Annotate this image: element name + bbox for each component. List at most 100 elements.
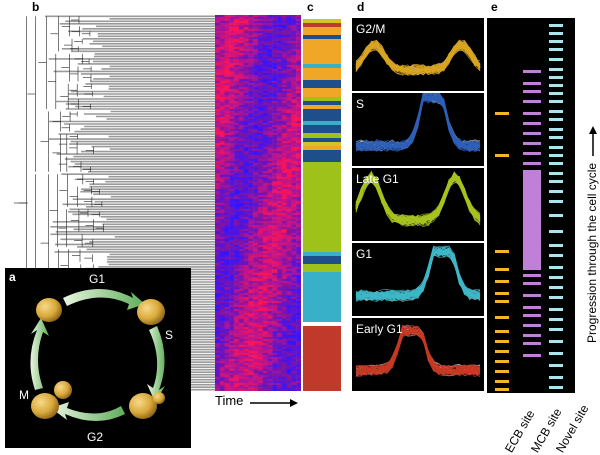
site-mark — [523, 334, 541, 337]
site-mark — [495, 292, 509, 295]
site-mark — [523, 294, 541, 297]
site-mark — [549, 172, 563, 175]
cell-top-right — [137, 299, 165, 325]
cluster-block — [303, 125, 341, 134]
cell-bottom-left — [31, 393, 59, 419]
cluster-block — [303, 27, 341, 36]
time-axis-label: Time — [215, 393, 244, 408]
panel-letter-d: d — [357, 0, 365, 14]
site-mark — [549, 266, 563, 269]
phase-label: Late G1 — [356, 172, 399, 186]
phase-profile-lines — [355, 170, 481, 227]
site-mark — [549, 200, 563, 203]
cell-bottom-right — [129, 393, 157, 419]
site-mark — [495, 370, 509, 373]
mcb-site-column — [523, 18, 541, 393]
site-mark — [523, 82, 541, 85]
site-mark — [523, 170, 541, 270]
site-mark — [549, 190, 563, 193]
site-mark — [549, 136, 563, 139]
bud-bottom-left — [54, 381, 72, 399]
site-mark — [549, 340, 563, 343]
phase-label: S — [356, 97, 365, 111]
phase-profile-lines — [355, 93, 481, 153]
site-mark — [523, 354, 541, 357]
site-mark — [523, 90, 541, 93]
site-mark — [495, 280, 509, 283]
cluster-block — [303, 264, 341, 273]
site-mark — [549, 48, 563, 51]
site-mark — [549, 76, 563, 79]
site-mark — [523, 162, 541, 165]
g2-label: G2 — [87, 430, 104, 444]
cell-cycle-diagram — [30, 289, 165, 421]
novel-site-column — [549, 18, 563, 393]
site-mark — [523, 152, 541, 155]
site-mark — [495, 316, 509, 319]
cluster-block — [303, 19, 341, 24]
panel-letter-b: b — [32, 0, 40, 14]
site-mark — [495, 154, 509, 157]
site-mark — [549, 58, 563, 61]
cluster-block — [303, 137, 341, 143]
g1-label: G1 — [89, 272, 106, 286]
site-mark — [549, 92, 563, 95]
site-mark — [549, 244, 563, 247]
site-mark — [523, 324, 541, 327]
cluster-color-bar — [303, 19, 341, 392]
cluster-block — [303, 80, 341, 89]
site-mark — [495, 300, 509, 303]
m-arrow-icon — [30, 318, 49, 390]
cluster-block — [303, 252, 341, 257]
site-mark — [549, 286, 563, 289]
cluster-block — [303, 256, 341, 265]
site-mark — [549, 84, 563, 87]
s-label: S — [165, 328, 174, 342]
cluster-block — [303, 88, 341, 98]
cluster-block — [303, 133, 341, 138]
panel-letter-e: e — [491, 0, 498, 14]
progression-label: Progression through the cell cycle — [585, 125, 599, 343]
phase-profile-lines — [355, 324, 481, 378]
site-mark — [523, 100, 541, 103]
phase-panel-s: S — [352, 93, 484, 166]
site-mark — [549, 296, 563, 299]
site-mark — [523, 314, 541, 317]
site-mark — [549, 364, 563, 367]
g2-arrow-icon — [51, 402, 125, 421]
site-mark — [549, 180, 563, 183]
site-mark — [495, 330, 509, 333]
site-mark — [549, 110, 563, 113]
cluster-block — [303, 23, 341, 28]
site-mark — [549, 376, 563, 379]
site-mark — [549, 230, 563, 233]
site-mark — [549, 118, 563, 121]
site-mark — [549, 146, 563, 149]
phase-label: G2/M — [356, 22, 386, 36]
site-mark — [523, 70, 541, 73]
cluster-block — [303, 39, 341, 65]
cluster-block — [303, 272, 341, 322]
cell-top-left — [36, 298, 62, 322]
promoter-sites-panel — [487, 18, 575, 393]
cluster-block — [303, 68, 341, 81]
site-mark — [523, 112, 541, 115]
site-mark — [549, 40, 563, 43]
site-mark — [495, 360, 509, 363]
cluster-block — [303, 149, 341, 163]
cell-cycle-inset: a G1 S G2 M — [5, 268, 191, 448]
cluster-block — [303, 35, 341, 40]
cluster-block — [303, 63, 341, 69]
site-mark — [549, 214, 563, 217]
progression-text: Progression through the cell cycle — [585, 162, 599, 343]
site-mark — [549, 254, 563, 257]
phase-profile-lines — [355, 245, 481, 302]
phase-panel-g1: G1 — [352, 243, 484, 316]
phase-label: G1 — [356, 247, 373, 261]
g1-arrow-icon — [63, 289, 145, 310]
site-mark — [549, 128, 563, 131]
site-mark — [523, 132, 541, 135]
site-mark — [523, 306, 541, 309]
phase-profile-lines — [355, 39, 481, 76]
cluster-block — [303, 141, 341, 147]
